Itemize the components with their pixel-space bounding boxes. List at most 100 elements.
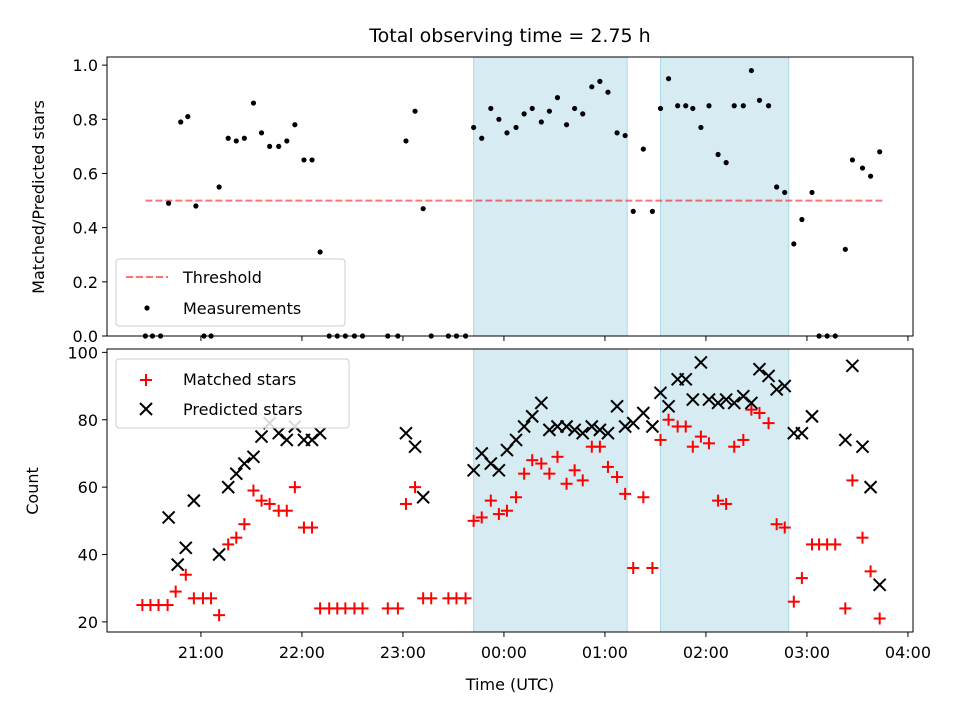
x-tick-label: 01:00: [582, 643, 628, 662]
predicted-star-point: [645, 419, 660, 434]
bottom-axes-frame: [106, 348, 914, 633]
predicted-star-point: [694, 355, 708, 370]
measurement-point: [225, 135, 231, 141]
measurement-point: [649, 208, 656, 214]
top-y-tick-label: 0.0: [73, 327, 98, 346]
measurement-point: [756, 97, 763, 103]
matched-star-point: [611, 471, 624, 484]
measurement-point: [193, 203, 199, 209]
matched-star-point: [576, 474, 589, 487]
matched-star-point: [753, 407, 766, 420]
measurement-point: [496, 116, 502, 122]
measurement-point: [723, 160, 729, 166]
matched-star-point: [179, 568, 192, 581]
measurement-point: [554, 95, 561, 101]
measurement-point: [867, 173, 874, 179]
matched-star-point: [526, 454, 539, 467]
matched-star-point: [484, 494, 497, 507]
bottom-panel: 20 40 60 80 100 21:00 22:00 23:00 00:00 01:00 02:…: [23, 343, 931, 694]
matched-star-point: [475, 511, 488, 524]
measurement-point: [715, 151, 721, 158]
bottom-y-tick-label: 100: [67, 343, 98, 362]
legend-predicted-swatch: [139, 402, 153, 416]
measurement-point: [774, 184, 780, 190]
predicted-star-point: [626, 416, 640, 430]
predicted-star-point: [769, 382, 784, 397]
predicted-star-point: [601, 426, 615, 440]
matched-star-point: [619, 487, 632, 500]
x-tick-label: 21:00: [178, 643, 224, 662]
predicted-star-point: [466, 463, 481, 477]
measurement-point: [284, 138, 290, 144]
measurement-point: [241, 135, 247, 141]
matched-star-point: [856, 531, 869, 544]
matched-star-point: [846, 474, 859, 487]
measurement-point: [614, 130, 620, 136]
matched-star-point: [543, 467, 556, 480]
predicted-star-point: [761, 369, 776, 383]
matched-star-point: [864, 565, 877, 578]
matched-star-point: [787, 595, 800, 608]
measurement-point: [589, 84, 595, 90]
x-tick-label: 00:00: [481, 643, 527, 662]
measurement-point: [504, 130, 510, 136]
matched-star-point: [637, 491, 650, 504]
bottom-y-tick-label: 80: [78, 411, 98, 430]
predicted-star-point: [254, 429, 269, 444]
top-y-axis-label: Matched/Predicted stars: [29, 100, 48, 294]
predicted-star-point: [509, 433, 523, 447]
measurement-point: [849, 157, 855, 163]
matched-star-point: [694, 430, 707, 443]
top-y-tick-label: 0.6: [73, 164, 98, 183]
top-shade-1: [659, 56, 790, 337]
matched-star-point: [535, 457, 548, 470]
measurement-point: [403, 138, 409, 144]
top-y-ticks: 0.0 0.2 0.4 0.6 0.8 1.0: [73, 56, 107, 346]
bottom-shaded-regions: [473, 348, 790, 633]
predicted-star-point: [212, 547, 226, 562]
predicted-star-point: [585, 419, 599, 434]
predicted-star-point: [686, 392, 700, 407]
legend-measurements-swatch: [144, 305, 150, 311]
predicted-star-point: [525, 409, 539, 424]
matched-star-point: [795, 572, 808, 585]
bottom-shade-1: [659, 348, 790, 633]
bottom-legend: Matched stars Predicted stars: [115, 358, 350, 429]
legend-predicted-label: Predicted stars: [183, 400, 303, 419]
matched-star-point: [205, 592, 218, 605]
x-tick-label: 03:00: [784, 643, 830, 662]
measurement-point: [292, 122, 298, 128]
predicted-star-point: [221, 480, 235, 494]
predicted-star-point: [313, 426, 327, 440]
matched-star-point: [263, 497, 276, 510]
matched-star-point: [238, 518, 251, 531]
matched-star-point: [654, 433, 667, 446]
matched-star-point: [829, 538, 842, 551]
measurement-point: [630, 208, 636, 214]
predicted-star-point: [855, 439, 870, 454]
measurement-point: [877, 149, 883, 155]
measurement-point: [572, 105, 578, 112]
bottom-shade-0: [473, 348, 628, 633]
predicted-star-point: [559, 419, 574, 434]
predicted-star-point: [280, 433, 294, 447]
matched-star-point: [255, 494, 268, 507]
top-y-tick-label: 0.8: [73, 110, 98, 129]
x-tick-label: 02:00: [683, 643, 729, 662]
x-tick-label: 23:00: [380, 643, 426, 662]
predicted-star-point: [237, 456, 252, 471]
predicted-star-point: [618, 419, 632, 434]
matched-star-point: [213, 609, 226, 622]
measurement-point: [479, 135, 485, 141]
predicted-star-point: [229, 466, 243, 481]
measurement-point: [809, 189, 815, 196]
matched-star-point: [728, 440, 741, 453]
predicted-star-point: [517, 419, 531, 434]
bottom-y-tick-label: 60: [78, 478, 98, 497]
measurement-point: [640, 146, 646, 152]
measurement-point: [731, 103, 737, 109]
bottom-y-tick-label: 20: [78, 613, 98, 632]
matched-star-point: [551, 450, 564, 463]
predicted-star-point: [534, 396, 549, 410]
